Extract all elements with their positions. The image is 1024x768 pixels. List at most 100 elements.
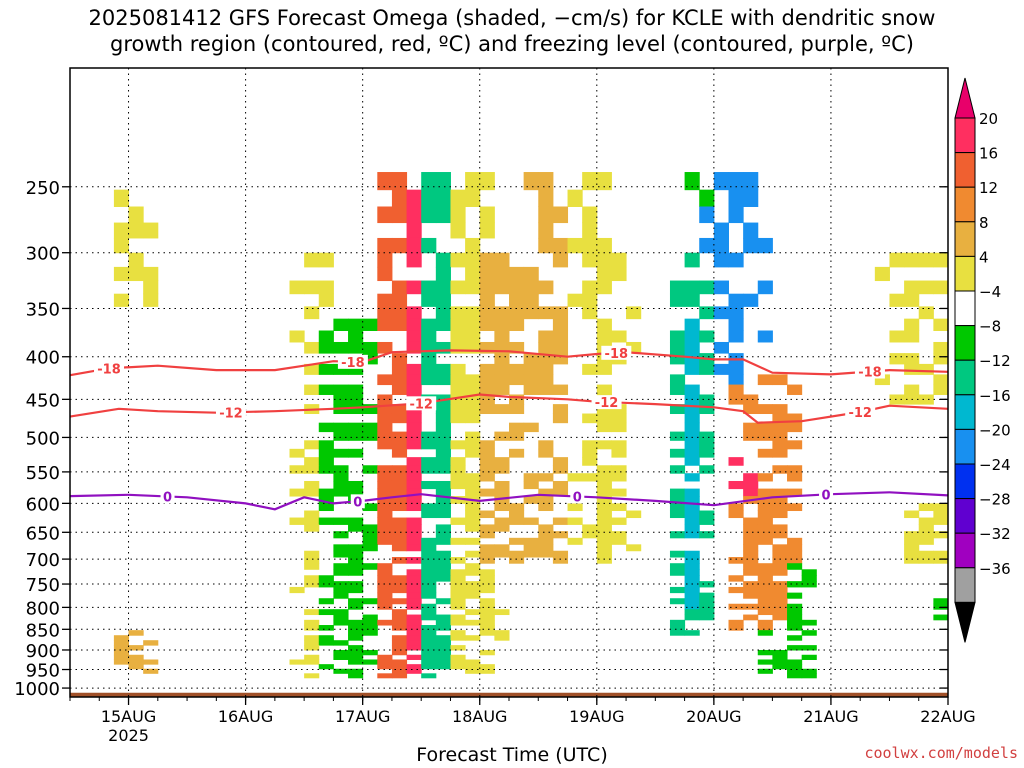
shade-cell [552,341,569,354]
contours: -18 -18 -18 -18 -12 -12 -12 -12 0 0 0 0 [69,345,949,511]
shade-cell [552,318,569,331]
shade-cell [684,524,700,532]
shade-cell [289,280,305,295]
shade-cell [377,569,393,576]
shade-cell [801,630,817,636]
shade-cell [538,531,554,539]
contour-label-bg [601,345,632,360]
shade-cell [684,473,700,482]
colorbar-segment [954,255,976,292]
shade-cell [538,353,554,365]
shade-cell [538,503,554,512]
shade-cell [523,280,539,295]
shade-cell [684,575,700,582]
shade-cell [465,237,481,254]
shade-cell [772,510,788,519]
shade-cell [801,645,817,651]
shade-cell [377,496,393,504]
shade-cell [479,488,495,497]
shade-cell [479,266,495,282]
shade-cell [611,531,627,539]
shade-cell [377,413,393,424]
y-tick-label: 850 [26,620,60,641]
shade-cell [406,237,422,254]
shade-cell [596,465,612,474]
shade-cell [582,524,598,532]
shade-cell [377,510,393,519]
shade-cell [523,384,539,395]
colorbar-cap-bottom [954,601,976,643]
shade-cell [348,431,364,441]
shade-cell [318,496,334,504]
shade-cell [377,252,393,268]
shade-cell [582,222,598,239]
shade-cell [582,280,598,295]
shade-cell [362,524,378,532]
shade-cell [772,404,788,415]
shade-cell [509,280,525,295]
shade-cell [391,480,408,490]
shade-cell [465,668,481,674]
shade-cell [523,374,539,386]
shade-cell [787,603,803,610]
shade-cell [728,510,744,519]
shade-cell [904,531,920,539]
shade-cell [391,237,408,254]
shade-cell [406,619,422,626]
shade-cell [757,524,773,532]
shade-cell [684,440,700,450]
shade-cell [479,306,495,320]
shade-cell [435,614,451,621]
shade-cell [479,222,495,239]
shade-cell [304,654,320,660]
shade-cell [450,557,466,564]
shade-cell [596,172,612,191]
shade-cell [421,330,437,343]
shade-cell [465,510,481,519]
shade-cell [421,649,437,656]
shade-cell [391,206,408,224]
shade-cell [904,537,920,545]
shade-cell [113,293,130,307]
shade-cell [684,172,700,191]
shade-cell [406,654,422,660]
shade-cell [465,517,481,525]
shade-cell [918,306,934,320]
shade-cell [333,341,349,354]
shade-cell [567,473,583,482]
shade-cell [538,237,554,254]
shade-cell [509,341,525,354]
shade-cell [362,431,378,441]
y-tick-label: 700 [26,550,60,571]
contour-line [69,349,949,377]
shade-cell [391,581,408,588]
shade-cell [728,293,744,307]
x-axis-label: Forecast Time (UTC) [416,744,608,766]
shade-cell [669,496,686,504]
shade-cell [421,635,437,641]
shade-cell [787,422,803,433]
shade-cell [318,598,334,605]
shade-cell [684,609,700,616]
shade-cell [757,575,773,582]
shade-cell [611,266,627,282]
shade-cell [787,544,803,552]
shade-cell [421,592,437,599]
shade-cell [669,569,686,576]
shade-cell [377,266,393,282]
shade-cell [391,609,408,616]
shade-cell [684,413,700,424]
shade-cell [377,440,393,450]
shade-cell [699,189,715,207]
shade-cell [669,531,686,539]
shade-cell [757,488,773,497]
shade-cell [552,550,569,558]
shade-cell [523,422,539,433]
shade-cell [772,488,788,497]
shade-cell [391,413,408,424]
shade-cell [348,630,364,636]
shade-cell [728,575,744,582]
shade-cell [377,524,393,532]
shade-cell [479,524,495,532]
shade-cell [435,635,451,641]
